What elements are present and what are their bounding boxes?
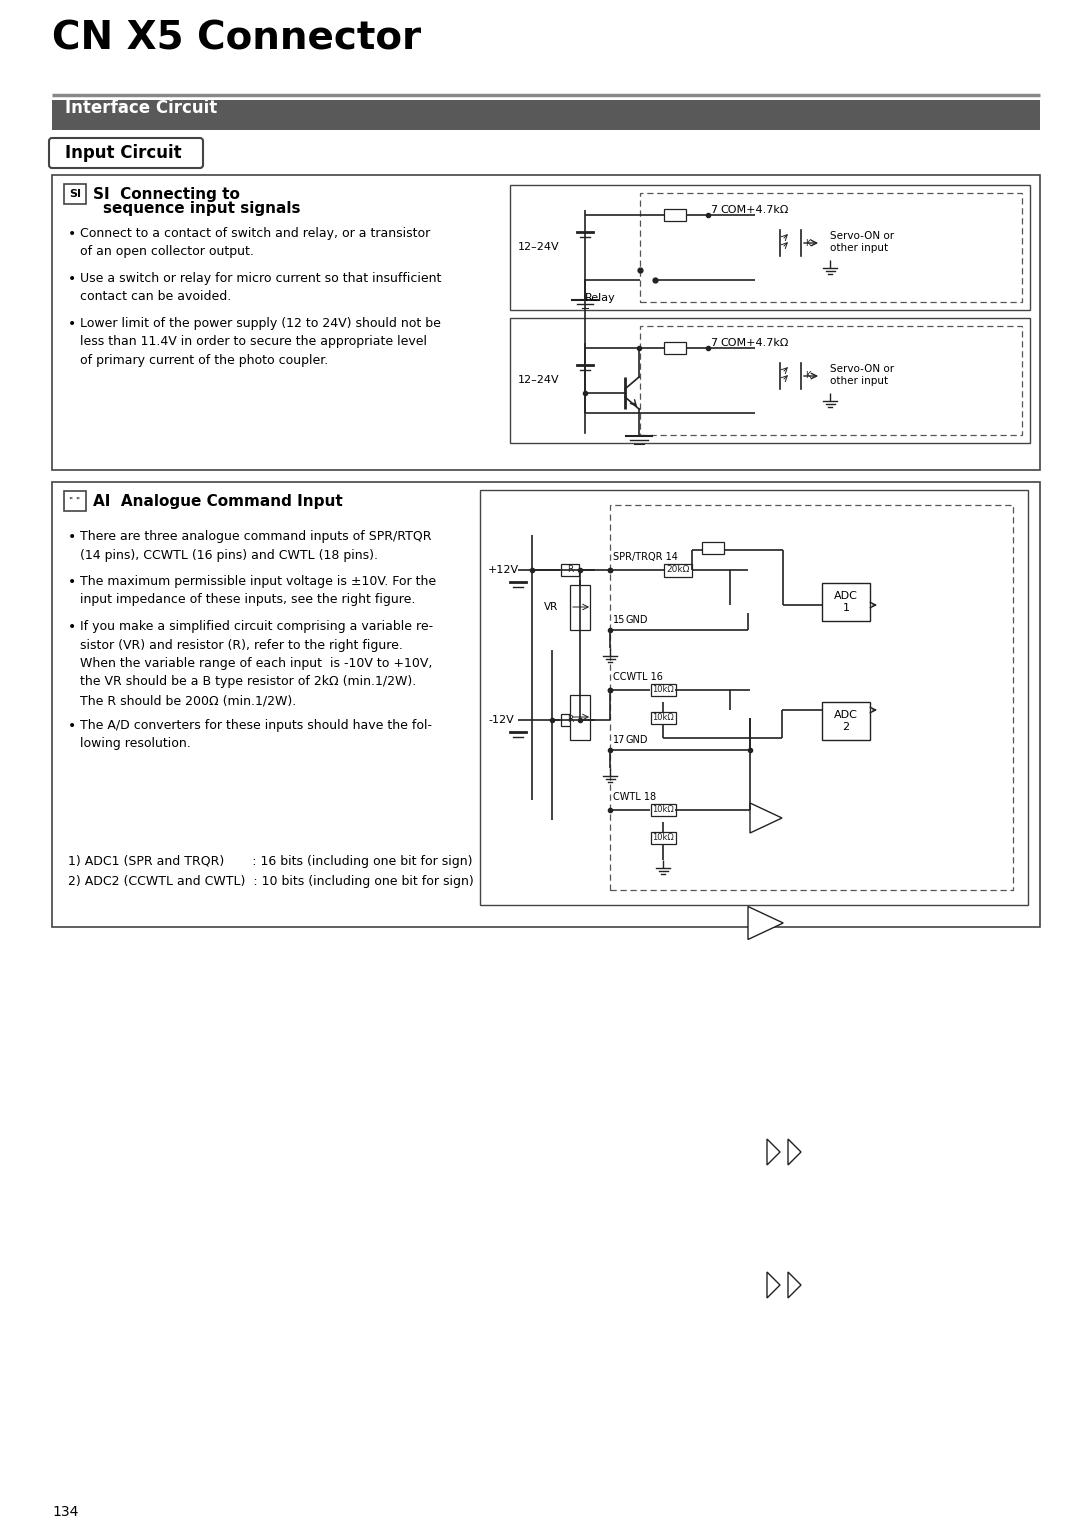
Polygon shape xyxy=(788,1138,801,1164)
Text: other input: other input xyxy=(831,243,888,254)
Text: •: • xyxy=(68,720,77,733)
FancyBboxPatch shape xyxy=(570,695,590,740)
FancyBboxPatch shape xyxy=(651,685,676,695)
Text: SPR/TRQR 14: SPR/TRQR 14 xyxy=(613,552,678,562)
Text: 7: 7 xyxy=(710,338,717,348)
Text: Relay: Relay xyxy=(584,293,616,303)
Text: Input Circuit: Input Circuit xyxy=(65,144,181,162)
FancyBboxPatch shape xyxy=(664,342,686,354)
FancyBboxPatch shape xyxy=(570,585,590,630)
Text: sequence input signals: sequence input signals xyxy=(103,202,300,215)
FancyBboxPatch shape xyxy=(49,138,203,168)
Text: 134: 134 xyxy=(52,1505,79,1519)
Polygon shape xyxy=(748,906,783,940)
Text: 1) ADC1 (SPR and TRQR)       : 16 bits (including one bit for sign): 1) ADC1 (SPR and TRQR) : 16 bits (includ… xyxy=(68,856,473,868)
Text: AI  Analogue Command Input: AI Analogue Command Input xyxy=(93,494,342,509)
Polygon shape xyxy=(788,1271,801,1297)
Text: CCWTL 16: CCWTL 16 xyxy=(613,672,663,681)
Text: GND: GND xyxy=(625,735,648,746)
Text: 10kΩ: 10kΩ xyxy=(652,714,674,723)
FancyBboxPatch shape xyxy=(64,183,86,205)
Text: 15: 15 xyxy=(613,614,625,625)
FancyBboxPatch shape xyxy=(822,701,870,740)
Text: The maximum permissible input voltage is ±10V. For the
input impedance of these : The maximum permissible input voltage is… xyxy=(80,575,436,607)
FancyBboxPatch shape xyxy=(651,712,676,724)
FancyBboxPatch shape xyxy=(651,833,676,843)
Text: The A/D converters for these inputs should have the fol-
lowing resolution.: The A/D converters for these inputs shou… xyxy=(80,720,432,750)
FancyBboxPatch shape xyxy=(52,99,1040,130)
FancyBboxPatch shape xyxy=(510,318,1030,443)
Text: 2) ADC2 (CCWTL and CWTL)  : 10 bits (including one bit for sign): 2) ADC2 (CCWTL and CWTL) : 10 bits (incl… xyxy=(68,876,474,888)
Text: R: R xyxy=(567,715,573,724)
Text: COM+4.7kΩ: COM+4.7kΩ xyxy=(720,338,788,348)
Text: Interface Circuit: Interface Circuit xyxy=(65,99,217,118)
FancyBboxPatch shape xyxy=(561,564,579,576)
Text: ADC
2: ADC 2 xyxy=(834,711,858,732)
Text: Connect to a contact of switch and relay, or a transistor
of an open collector o: Connect to a contact of switch and relay… xyxy=(80,228,430,258)
Text: •: • xyxy=(68,272,77,286)
Text: 12–24V: 12–24V xyxy=(518,374,559,385)
FancyBboxPatch shape xyxy=(52,176,1040,471)
FancyBboxPatch shape xyxy=(651,804,676,816)
Text: 7: 7 xyxy=(710,205,717,215)
Text: Servo-ON or: Servo-ON or xyxy=(831,231,894,241)
Text: SI: SI xyxy=(69,189,81,199)
Text: CWTL 18: CWTL 18 xyxy=(613,792,657,802)
Text: •: • xyxy=(68,316,77,332)
Text: There are three analogue command inputs of SPR/RTQR
(14 pins), CCWTL (16 pins) a: There are three analogue command inputs … xyxy=(80,530,432,561)
FancyBboxPatch shape xyxy=(664,564,692,578)
FancyBboxPatch shape xyxy=(510,185,1030,310)
Text: 12–24V: 12–24V xyxy=(518,241,559,252)
Text: -12V: -12V xyxy=(488,715,514,724)
Text: ADC
1: ADC 1 xyxy=(834,591,858,613)
Text: 10kΩ: 10kΩ xyxy=(652,805,674,814)
Text: •: • xyxy=(68,530,77,544)
Text: SI  Connecting to: SI Connecting to xyxy=(93,186,240,202)
Text: COM+4.7kΩ: COM+4.7kΩ xyxy=(720,205,788,215)
Text: VR: VR xyxy=(543,602,558,613)
Text: Servo-ON or: Servo-ON or xyxy=(831,364,894,374)
Text: " ": " " xyxy=(69,497,81,506)
Text: GND: GND xyxy=(625,614,648,625)
Text: 20kΩ: 20kΩ xyxy=(666,565,690,575)
Text: •: • xyxy=(68,575,77,588)
Text: +12V: +12V xyxy=(488,565,519,575)
FancyBboxPatch shape xyxy=(664,209,686,222)
Text: 17: 17 xyxy=(613,735,625,746)
Polygon shape xyxy=(750,804,782,833)
Text: •: • xyxy=(68,620,77,634)
Polygon shape xyxy=(767,1271,780,1297)
Text: If you make a simplified circuit comprising a variable re-
sistor (VR) and resis: If you make a simplified circuit compris… xyxy=(80,620,433,707)
FancyBboxPatch shape xyxy=(702,542,724,555)
Text: K: K xyxy=(805,371,810,380)
FancyBboxPatch shape xyxy=(480,490,1028,905)
FancyBboxPatch shape xyxy=(822,584,870,620)
FancyBboxPatch shape xyxy=(64,490,86,510)
FancyBboxPatch shape xyxy=(52,481,1040,927)
Polygon shape xyxy=(767,1138,780,1164)
Text: •: • xyxy=(68,228,77,241)
Text: 10kΩ: 10kΩ xyxy=(652,833,674,842)
Text: Lower limit of the power supply (12 to 24V) should not be
less than 11.4V in ord: Lower limit of the power supply (12 to 2… xyxy=(80,316,441,367)
FancyBboxPatch shape xyxy=(561,714,579,726)
Text: R: R xyxy=(567,565,573,575)
Text: K: K xyxy=(805,238,810,248)
Text: 10kΩ: 10kΩ xyxy=(652,686,674,695)
Text: CN X5 Connector: CN X5 Connector xyxy=(52,20,421,58)
Text: Use a switch or relay for micro current so that insufficient
contact can be avoi: Use a switch or relay for micro current … xyxy=(80,272,442,304)
Text: other input: other input xyxy=(831,376,888,387)
